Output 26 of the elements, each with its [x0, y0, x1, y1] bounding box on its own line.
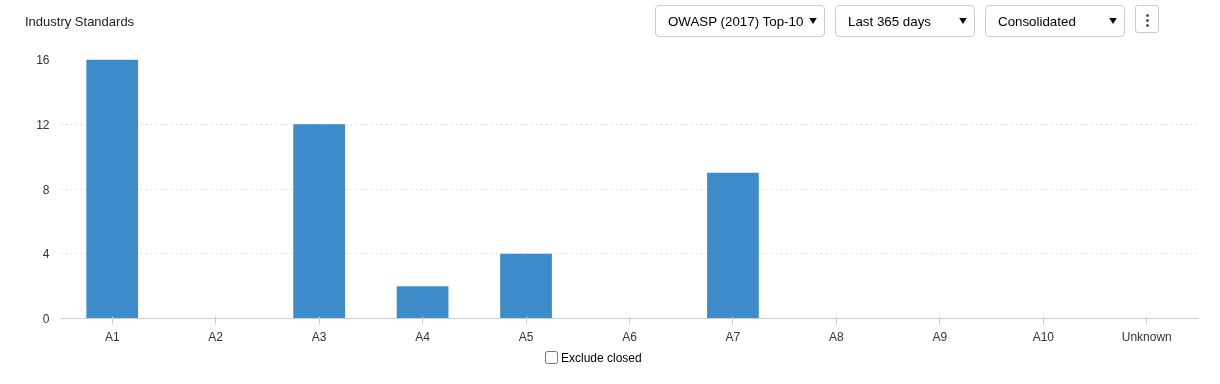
x-tick-label: A5 [518, 329, 534, 344]
x-tick-label: A4 [415, 329, 431, 344]
x-tick-label: A2 [208, 329, 224, 344]
x-tick-label: A3 [311, 329, 327, 344]
x-tick-label: A7 [725, 329, 741, 344]
text: Exclude closed [561, 351, 642, 365]
text: Last 365 days [835, 5, 975, 37]
bar [86, 59, 139, 319]
bar [293, 124, 345, 319]
x-tick-label: Unknown [1121, 329, 1172, 344]
y-tick-label: 16 [36, 53, 50, 67]
text: OWASP (2017) Top-10 [655, 5, 825, 37]
chart-title: Industry Standards [25, 13, 135, 31]
bar [396, 286, 449, 319]
x-tick-label: A9 [932, 329, 948, 344]
y-tick-label: 4 [42, 247, 50, 262]
x-tick-label: A6 [622, 329, 638, 344]
x-tick-label: A8 [829, 329, 845, 344]
y-tick-label: 0 [42, 312, 50, 326]
x-tick-label: A1 [104, 329, 120, 344]
y-tick-label: 8 [42, 182, 50, 197]
bar [707, 172, 759, 319]
text: Consolidated [985, 5, 1125, 37]
x-tick-label: A10 [1032, 329, 1055, 344]
y-tick-label: 12 [36, 117, 50, 132]
bar [500, 253, 552, 319]
